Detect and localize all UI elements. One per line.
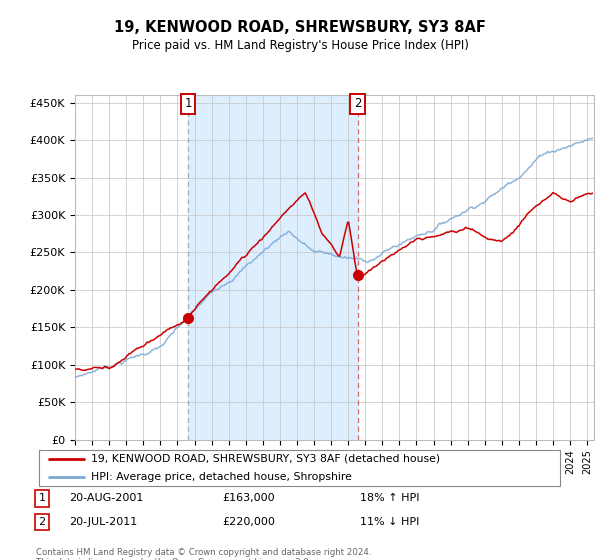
- Text: HPI: Average price, detached house, Shropshire: HPI: Average price, detached house, Shro…: [91, 473, 352, 482]
- Text: 20-JUL-2011: 20-JUL-2011: [69, 517, 137, 527]
- Text: 19, KENWOOD ROAD, SHREWSBURY, SY3 8AF: 19, KENWOOD ROAD, SHREWSBURY, SY3 8AF: [114, 20, 486, 35]
- Text: 1: 1: [185, 97, 192, 110]
- Text: £220,000: £220,000: [222, 517, 275, 527]
- FancyBboxPatch shape: [38, 450, 560, 486]
- Text: 1: 1: [38, 493, 46, 503]
- Bar: [188, 95, 358, 440]
- Text: 19, KENWOOD ROAD, SHREWSBURY, SY3 8AF (detached house): 19, KENWOOD ROAD, SHREWSBURY, SY3 8AF (d…: [91, 454, 440, 464]
- Text: £163,000: £163,000: [222, 493, 275, 503]
- Text: 18% ↑ HPI: 18% ↑ HPI: [360, 493, 419, 503]
- Text: Contains HM Land Registry data © Crown copyright and database right 2024.
This d: Contains HM Land Registry data © Crown c…: [36, 548, 371, 560]
- Text: 11% ↓ HPI: 11% ↓ HPI: [360, 517, 419, 527]
- Text: 2: 2: [38, 517, 46, 527]
- Text: Price paid vs. HM Land Registry's House Price Index (HPI): Price paid vs. HM Land Registry's House …: [131, 39, 469, 52]
- Text: 2: 2: [354, 97, 361, 110]
- Text: 20-AUG-2001: 20-AUG-2001: [69, 493, 143, 503]
